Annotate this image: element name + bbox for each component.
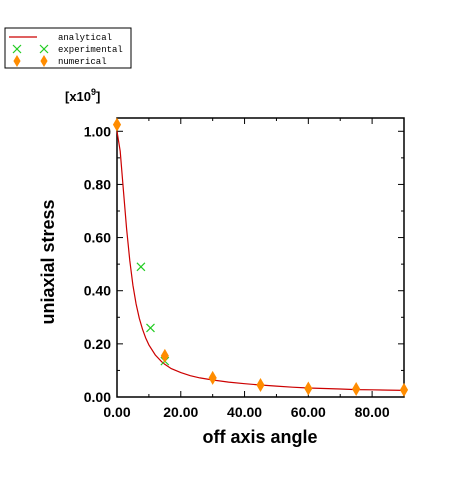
x-axis-title: off axis angle bbox=[202, 427, 317, 447]
point-numerical bbox=[352, 382, 361, 397]
point-experimental bbox=[146, 323, 155, 333]
legend-box bbox=[4, 27, 132, 69]
x-tick-label: 0.00 bbox=[103, 404, 130, 420]
point-numerical bbox=[112, 117, 122, 132]
legend-item-analytical: analytical bbox=[9, 33, 112, 43]
x-tick-label: 60.00 bbox=[291, 404, 326, 420]
point-numerical bbox=[399, 382, 409, 397]
axis-ticks bbox=[116, 118, 404, 398]
series-analytical bbox=[116, 131, 405, 391]
x-tick-label: 80.00 bbox=[355, 404, 390, 420]
legend-label: analytical bbox=[58, 33, 112, 43]
legend-swatch bbox=[40, 55, 48, 67]
series-line-analytical bbox=[116, 131, 405, 391]
y-axis-title: uniaxial stress bbox=[38, 199, 58, 324]
legend-item-experimental: experimental bbox=[12, 44, 123, 55]
point-experimental bbox=[136, 262, 146, 272]
y-tick-label: 0.80 bbox=[84, 176, 111, 192]
legend: analytical experimental numerical bbox=[4, 27, 132, 69]
legend-item-numerical: numerical bbox=[13, 55, 107, 67]
legend-swatch bbox=[12, 44, 22, 54]
point-numerical bbox=[304, 381, 313, 396]
legend-label: experimental bbox=[58, 45, 123, 55]
series-numerical bbox=[112, 117, 409, 397]
y-scale-label: [x109] bbox=[65, 87, 100, 104]
plot-frame bbox=[116, 117, 405, 398]
y-tick-label: 0.40 bbox=[84, 283, 111, 299]
y-tick-label: 1.00 bbox=[84, 123, 111, 139]
y-tick-label: 0.20 bbox=[84, 336, 111, 352]
x-tick-label: 40.00 bbox=[227, 404, 262, 420]
legend-swatch bbox=[39, 44, 49, 54]
series-experimental bbox=[136, 262, 170, 366]
y-tick-label: 0.00 bbox=[84, 389, 111, 405]
point-numerical bbox=[256, 378, 265, 393]
point-numerical bbox=[208, 370, 217, 385]
legend-swatch bbox=[13, 55, 21, 67]
x-tick-label: 20.00 bbox=[163, 404, 198, 420]
series-layer bbox=[112, 117, 409, 397]
point-numerical bbox=[160, 348, 169, 363]
y-tick-label: 0.60 bbox=[84, 230, 111, 246]
legend-label: numerical bbox=[58, 57, 107, 67]
axis-tick-labels: 0.00 20.00 40.00 60.00 80.00 0.00 0.20 0.40 0.60… bbox=[84, 123, 390, 420]
